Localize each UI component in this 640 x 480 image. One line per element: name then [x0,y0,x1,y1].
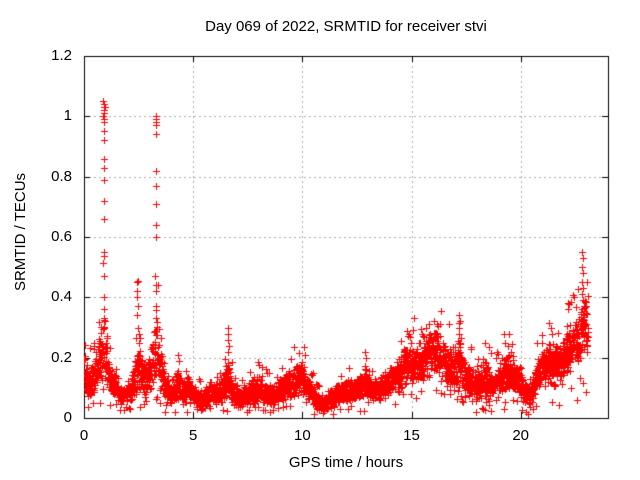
chart-title: Day 069 of 2022, SRMTID for receiver stv… [205,18,487,35]
y-tick-label: 0.4 [51,288,72,306]
y-tick-label: 1.2 [51,47,72,64]
x-tick-label: 10 [293,427,311,444]
x-axis-label: GPS time / hours [288,454,404,471]
y-tick-label: 0 [63,409,72,426]
x-tick-label: 5 [188,427,198,444]
y-tick-label: 0.8 [51,167,72,185]
x-tick-label: 15 [403,427,420,444]
x-tick-label: 20 [512,427,529,444]
y-tick-label: 1 [63,107,72,125]
y-tick-label: 0.2 [51,348,72,366]
x-tick-label: 0 [79,427,89,444]
y-tick-label: 0.6 [51,228,72,245]
